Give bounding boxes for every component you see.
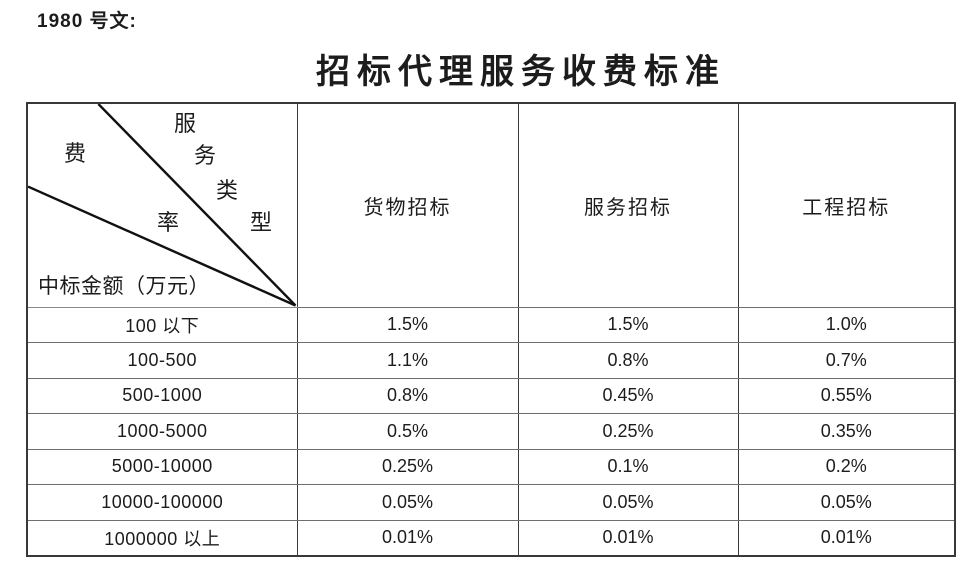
table-row: 10000-100000 0.05% 0.05% 0.05% — [26, 484, 956, 521]
column-header-services: 服务招标 — [517, 102, 739, 308]
fee-cell: 0.2% — [737, 448, 956, 485]
table-row: 500-1000 0.8% 0.45% 0.55% — [26, 377, 956, 414]
table-row: 100 以下 1.5% 1.5% 1.0% — [26, 306, 956, 343]
fee-cell: 0.05% — [517, 484, 739, 521]
fee-cell: 0.8% — [517, 342, 739, 379]
fee-cell: 0.45% — [517, 377, 739, 414]
doc-reference-number: 1980 号文: — [37, 11, 137, 32]
table-row: 1000000 以上 0.01% 0.01% 0.01% — [26, 519, 956, 556]
fee-standard-table: 服 费 务 类 率 型 中标金额（万元） 货物招标 服务招标 工程招标 100 … — [26, 102, 956, 557]
column-header-goods: 货物招标 — [296, 102, 519, 308]
fee-cell: 0.01% — [737, 519, 956, 556]
row-label: 100 以下 — [26, 306, 298, 343]
corner-rate-char-2: 率 — [157, 210, 180, 235]
fee-cell: 0.05% — [296, 484, 519, 521]
row-label: 100-500 — [26, 342, 298, 379]
corner-service-type-char-4: 型 — [250, 210, 273, 235]
table-row: 5000-10000 0.25% 0.1% 0.2% — [26, 448, 956, 485]
fee-cell: 0.7% — [737, 342, 956, 379]
fee-cell: 1.5% — [296, 306, 519, 343]
fee-cell: 0.1% — [517, 448, 739, 485]
fee-cell: 0.25% — [517, 413, 739, 450]
fee-cell: 0.5% — [296, 413, 519, 450]
table-row: 1000-5000 0.5% 0.25% 0.35% — [26, 413, 956, 450]
column-header-engineering: 工程招标 — [737, 102, 956, 308]
page-title: 招标代理服务收费标准 — [316, 54, 726, 91]
row-label: 10000-100000 — [26, 484, 298, 521]
corner-amount-label: 中标金额（万元） — [38, 274, 210, 298]
fee-cell: 0.55% — [737, 377, 956, 414]
diagonal-divider-lines — [28, 104, 297, 307]
row-label: 500-1000 — [26, 377, 298, 414]
corner-service-type-char-2: 务 — [194, 143, 217, 168]
row-label: 1000000 以上 — [26, 519, 298, 556]
fee-cell: 1.1% — [296, 342, 519, 379]
fee-cell: 0.35% — [737, 413, 956, 450]
fee-cell: 0.8% — [296, 377, 519, 414]
corner-service-type-char-1: 服 — [174, 111, 197, 136]
corner-header-cell: 服 费 务 类 率 型 中标金额（万元） — [26, 102, 298, 308]
fee-cell: 0.01% — [517, 519, 739, 556]
fee-cell: 0.01% — [296, 519, 519, 556]
table-header-row: 服 费 务 类 率 型 中标金额（万元） 货物招标 服务招标 工程招标 — [26, 102, 956, 308]
fee-cell: 1.5% — [517, 306, 739, 343]
corner-rate-char-1: 费 — [64, 141, 87, 166]
table-row: 100-500 1.1% 0.8% 0.7% — [26, 342, 956, 379]
row-label: 5000-10000 — [26, 448, 298, 485]
row-label: 1000-5000 — [26, 413, 298, 450]
fee-cell: 0.05% — [737, 484, 956, 521]
fee-cell: 1.0% — [737, 306, 956, 343]
fee-cell: 0.25% — [296, 448, 519, 485]
corner-service-type-char-3: 类 — [216, 178, 239, 203]
